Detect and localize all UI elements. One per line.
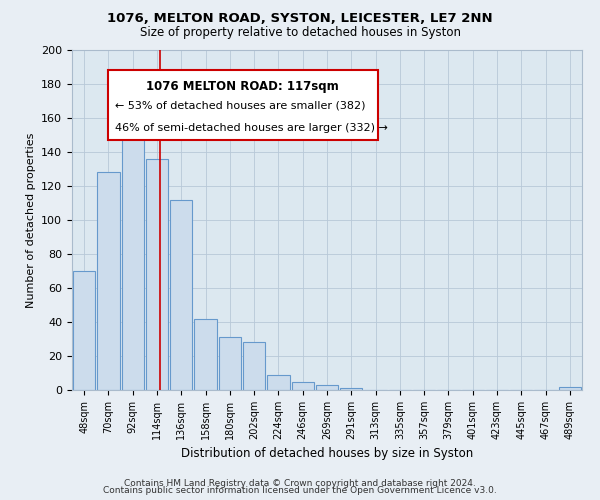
Bar xyxy=(170,200,193,390)
Bar xyxy=(267,374,290,390)
FancyBboxPatch shape xyxy=(108,70,378,140)
Bar xyxy=(194,318,217,390)
Text: Contains HM Land Registry data © Crown copyright and database right 2024.: Contains HM Land Registry data © Crown c… xyxy=(124,478,476,488)
Text: ← 53% of detached houses are smaller (382): ← 53% of detached houses are smaller (38… xyxy=(115,101,366,111)
Text: Contains public sector information licensed under the Open Government Licence v3: Contains public sector information licen… xyxy=(103,486,497,495)
Bar xyxy=(243,342,265,390)
Bar xyxy=(73,271,95,390)
Bar xyxy=(340,388,362,390)
Bar xyxy=(316,385,338,390)
Text: Size of property relative to detached houses in Syston: Size of property relative to detached ho… xyxy=(139,26,461,39)
Text: 1076 MELTON ROAD: 117sqm: 1076 MELTON ROAD: 117sqm xyxy=(146,80,339,93)
X-axis label: Distribution of detached houses by size in Syston: Distribution of detached houses by size … xyxy=(181,448,473,460)
Text: 46% of semi-detached houses are larger (332) →: 46% of semi-detached houses are larger (… xyxy=(115,123,388,133)
Text: 1076, MELTON ROAD, SYSTON, LEICESTER, LE7 2NN: 1076, MELTON ROAD, SYSTON, LEICESTER, LE… xyxy=(107,12,493,26)
Bar xyxy=(218,338,241,390)
Bar xyxy=(559,386,581,390)
Bar xyxy=(122,113,144,390)
Y-axis label: Number of detached properties: Number of detached properties xyxy=(26,132,35,308)
Bar xyxy=(292,382,314,390)
Bar xyxy=(146,159,168,390)
Bar xyxy=(97,172,119,390)
